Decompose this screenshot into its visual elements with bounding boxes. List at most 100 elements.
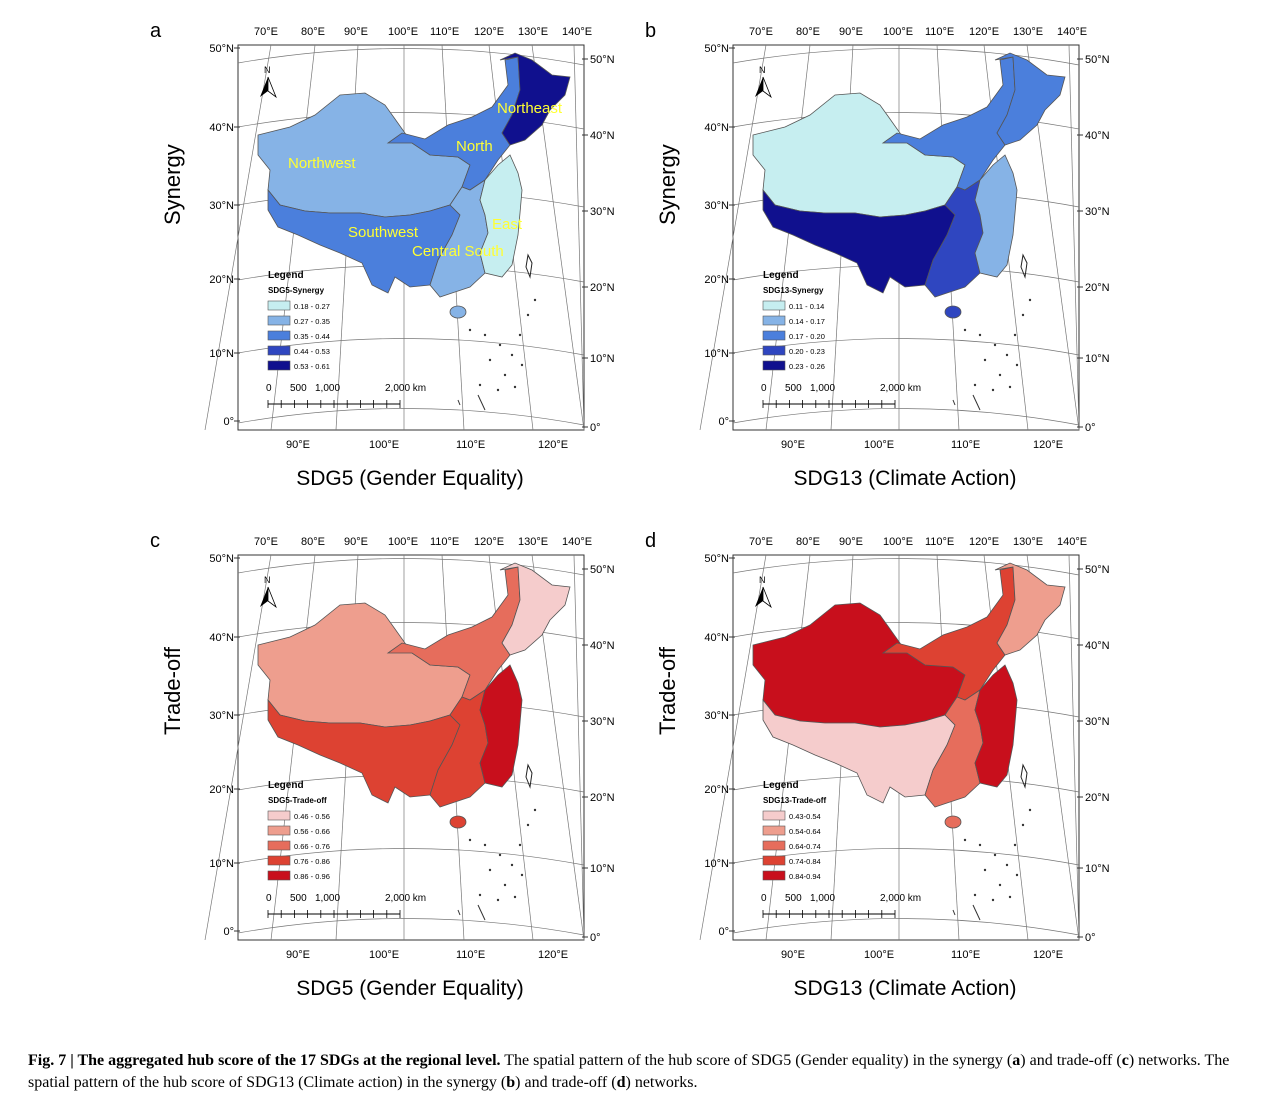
island-dot (978, 333, 982, 337)
regions (257, 52, 571, 298)
legend-class-label: 0.46 - 0.56 (294, 812, 330, 821)
legend-swatch (762, 315, 786, 326)
map-panel-c: c Trade-off N Legend SDG5-Trade-off 0.46 - 0.… (140, 525, 740, 1025)
island-dot (983, 868, 987, 872)
island-dot (993, 853, 997, 857)
caption-ref-c: c (1121, 1052, 1129, 1069)
island-dot (998, 373, 1002, 377)
left-lat-label: 30°N (209, 710, 234, 722)
legend-swatch (762, 825, 786, 836)
island-dot (1028, 298, 1032, 302)
legend-class-label: 0.17 - 0.20 (789, 332, 825, 341)
right-lat-label: 10°N (1085, 353, 1110, 365)
legend-class-label: 0.76 - 0.86 (294, 857, 330, 866)
latitude-line (237, 558, 585, 576)
island-dot (963, 328, 967, 332)
panel-letter: a (150, 20, 162, 42)
legend-swatch (762, 300, 786, 311)
scale-label: 2,000 km (880, 383, 921, 394)
longitude-line (573, 44, 585, 431)
right-lat-label: 0° (590, 422, 601, 434)
sea-islands (963, 298, 1032, 392)
north-arrow-right (267, 586, 277, 609)
top-lon-label: 110°E (925, 536, 954, 548)
left-lat-label: 10°N (704, 348, 729, 360)
hainan-island (944, 815, 962, 829)
top-lon-label: 140°E (1057, 26, 1087, 38)
island-dot (1021, 313, 1025, 317)
north-arrow-left (755, 587, 763, 607)
sea-line (477, 904, 486, 921)
north-arrow-icon: N (755, 65, 772, 99)
island-dot (488, 358, 492, 362)
right-lat-label: 10°N (1085, 863, 1110, 875)
island-dot (1028, 808, 1032, 812)
island-dot (468, 838, 472, 842)
right-lat-label: 20°N (590, 792, 615, 804)
legend-swatch (762, 360, 786, 371)
island-dot (991, 898, 995, 902)
island-dot (488, 868, 492, 872)
taiwan-island (525, 763, 533, 789)
right-lat-label: 50°N (590, 54, 615, 66)
scale-label: 1,000 (810, 383, 835, 394)
island-dot (1015, 873, 1019, 877)
legend-class-label: 0.35 - 0.44 (294, 332, 330, 341)
north-label: N (759, 65, 766, 75)
island-dot (1005, 353, 1009, 357)
scale-label: 0 (761, 383, 767, 394)
legend-swatch (267, 300, 291, 311)
legend: Legend SDG5-Trade-off 0.46 - 0.56 0.56 - 0.… (267, 780, 330, 881)
island-dot (518, 333, 522, 337)
region-east (974, 664, 1018, 788)
map-svg: c Trade-off N Legend SDG5-Trade-off 0.46 - 0.… (150, 530, 615, 1000)
island-dot (1013, 333, 1017, 337)
latitude-line (237, 918, 585, 936)
scale-label: 1,000 (810, 893, 835, 904)
island-dot (533, 298, 537, 302)
right-lat-label: 20°N (1085, 282, 1110, 294)
scale-label: 1,000 (315, 893, 340, 904)
region-label-northeast: Northeast (497, 100, 563, 117)
latitude-line (237, 408, 585, 426)
legend-swatch (267, 870, 291, 881)
top-lon-label: 100°E (883, 26, 913, 38)
left-lat-label: 10°N (209, 348, 234, 360)
island-dot (513, 895, 517, 899)
map-svg: b Synergy N Legend SDG13-Synergy 0.11 - 0.14 0… (645, 20, 1110, 490)
legend: Legend SDG5-Synergy 0.18 - 0.27 0.27 - 0.35… (267, 270, 330, 371)
left-lat-label: 30°N (209, 200, 234, 212)
legend-swatch (267, 345, 291, 356)
legend-swatch (267, 855, 291, 866)
sea-islands (468, 298, 537, 392)
top-lon-label: 80°E (796, 536, 820, 548)
scale-label: 0 (266, 893, 272, 904)
right-lat-label: 30°N (590, 206, 615, 218)
top-lon-label: 140°E (1057, 536, 1087, 548)
bottom-lon-label: 120°E (1033, 439, 1063, 451)
panel-subtitle: SDG5 (Gender Equality) (296, 467, 524, 490)
longitude-line (699, 44, 767, 431)
right-lat-label: 0° (1085, 422, 1096, 434)
legend-swatch (762, 870, 786, 881)
regions (752, 562, 1066, 808)
left-lat-label: 50°N (209, 553, 234, 565)
island-dot (496, 388, 500, 392)
caption-text-5: ) networks. (625, 1074, 698, 1091)
top-lon-label: 80°E (301, 26, 325, 38)
legend-class-label: 0.86 - 0.96 (294, 872, 330, 881)
island-dot (510, 353, 514, 357)
bottom-lon-label: 100°E (864, 949, 894, 961)
latitude-line (732, 408, 1080, 426)
legend-swatch (267, 810, 291, 821)
north-arrow-right (267, 76, 277, 99)
panel-subtitle: SDG13 (Climate Action) (794, 977, 1017, 1000)
map-panel-d: d Trade-off N Legend SDG13-Trade-off 0.43-0.5… (635, 525, 1235, 1025)
north-label: N (264, 65, 271, 75)
scale-label: 500 (290, 893, 307, 904)
legend-class-label: 0.64-0.74 (789, 842, 821, 851)
left-lat-label: 10°N (209, 858, 234, 870)
island-dot (1008, 895, 1012, 899)
island-dot (503, 883, 507, 887)
sea-line (477, 394, 486, 411)
